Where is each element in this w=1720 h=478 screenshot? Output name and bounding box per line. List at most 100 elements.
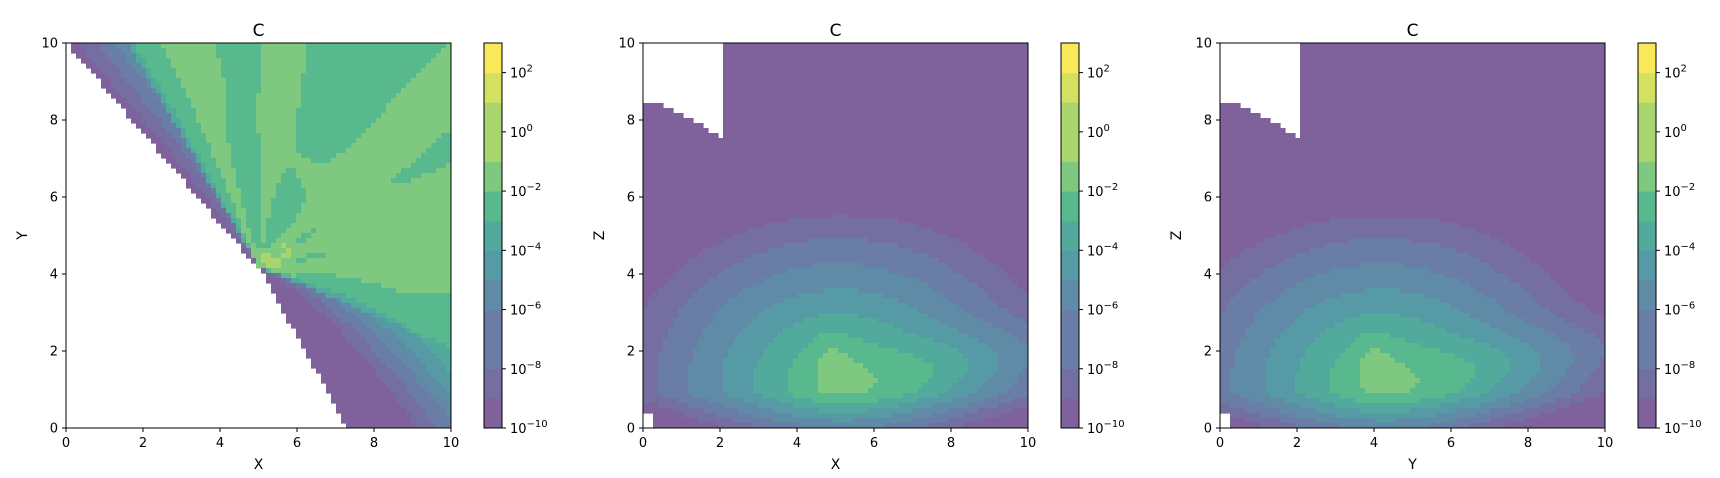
contour-cell	[266, 268, 272, 274]
contour-cell	[411, 68, 417, 74]
contour-cell	[723, 293, 729, 299]
contour-cell	[713, 363, 719, 369]
contour-cell	[748, 93, 754, 99]
contour-cell	[693, 418, 699, 424]
contour-cell	[436, 303, 442, 309]
contour-cell	[391, 218, 397, 224]
contour-cell	[381, 108, 387, 114]
contour-cell	[713, 403, 719, 409]
contour-cell	[733, 313, 739, 319]
contour-cell	[416, 323, 422, 329]
contour-cell	[116, 63, 122, 69]
contour-cell	[161, 48, 167, 54]
contour-cell	[446, 43, 451, 49]
contour-cell	[416, 213, 422, 219]
contour-cell	[316, 113, 322, 119]
contour-cell	[653, 313, 659, 319]
contour-cell	[306, 328, 312, 334]
contour-cell	[386, 323, 392, 329]
contour-cell	[683, 413, 689, 419]
contour-cell	[396, 238, 402, 244]
contour-cell	[356, 208, 362, 214]
contour-cell	[683, 353, 689, 359]
contour-cell	[161, 63, 167, 69]
contour-cell	[738, 308, 744, 314]
contour-cell	[743, 378, 749, 384]
contour-cell	[331, 163, 337, 169]
contour-cell	[241, 83, 247, 89]
contour-cell	[381, 318, 387, 324]
contour-cell	[718, 143, 724, 149]
contour-cell	[401, 53, 407, 59]
contour-cell	[678, 278, 684, 284]
contour-cell	[703, 168, 709, 174]
contour-cell	[743, 53, 749, 59]
contour-cell	[241, 138, 247, 144]
contour-cell	[391, 308, 397, 314]
contour-cell	[381, 353, 387, 359]
contour-cell	[291, 193, 297, 199]
contour-cell	[296, 153, 302, 159]
contour-cell	[431, 118, 437, 124]
contour-cell	[256, 168, 262, 174]
contour-cell	[311, 198, 317, 204]
contour-cell	[718, 333, 724, 339]
contour-cell	[401, 148, 407, 154]
contour-cell	[648, 333, 654, 339]
contour-cell	[171, 163, 177, 169]
contour-cell	[421, 188, 427, 194]
contour-cell	[316, 98, 322, 104]
contour-cell	[446, 83, 451, 89]
contour-cell	[446, 388, 451, 394]
contour-cell	[431, 328, 437, 334]
contour-cell	[286, 213, 292, 219]
contour-cell	[201, 108, 207, 114]
contour-cell	[271, 253, 277, 259]
contour-cell	[411, 263, 417, 269]
contour-cell	[201, 118, 207, 124]
contour-cell	[181, 118, 187, 124]
contour-cell	[241, 238, 247, 244]
contour-cell	[351, 218, 357, 224]
contour-cell	[421, 258, 427, 264]
contour-cell	[176, 53, 182, 59]
contour-cell	[406, 83, 412, 89]
contour-cell	[311, 128, 317, 134]
contour-cell	[191, 48, 197, 54]
contour-cell	[266, 173, 272, 179]
contour-cell	[316, 343, 322, 349]
contour-cell	[161, 153, 167, 159]
contour-cell	[723, 83, 729, 89]
contour-cell	[733, 328, 739, 334]
contour-cell	[728, 83, 734, 89]
contour-cell	[733, 403, 739, 409]
contour-cell	[386, 253, 392, 259]
contour-cell	[271, 278, 277, 284]
contour-cell	[81, 58, 87, 64]
contour-cell	[276, 73, 282, 79]
contour-cell	[698, 398, 704, 404]
contour-cell	[351, 193, 357, 199]
contour-cell	[416, 113, 422, 119]
contour-cell	[371, 158, 377, 164]
contour-cell	[663, 223, 669, 229]
contour-cell	[341, 88, 347, 94]
contour-cell	[673, 143, 679, 149]
contour-cell	[196, 68, 202, 74]
contour-cell	[738, 348, 744, 354]
contour-cell	[708, 203, 714, 209]
contour-cell	[371, 68, 377, 74]
contour-cell	[396, 183, 402, 189]
contour-cell	[371, 58, 377, 64]
contour-cell	[376, 258, 382, 264]
contour-cell	[421, 78, 427, 84]
contour-cell	[286, 183, 292, 189]
contour-cell	[206, 188, 212, 194]
contour-cell	[236, 198, 242, 204]
contour-cell	[713, 393, 719, 399]
contour-cell	[231, 128, 237, 134]
contour-cell	[276, 108, 282, 114]
contour-cell	[151, 118, 157, 124]
contour-cell	[376, 143, 382, 149]
